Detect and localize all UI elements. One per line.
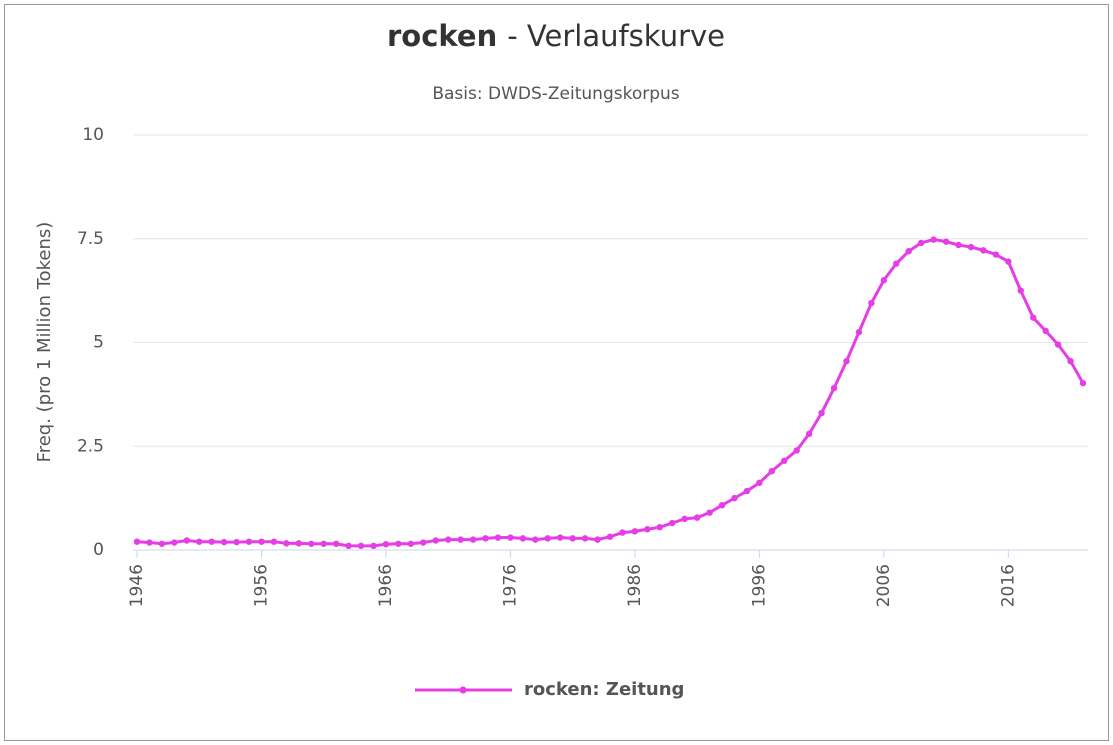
point xyxy=(830,384,838,392)
point xyxy=(1054,341,1062,348)
point xyxy=(992,251,1000,258)
point xyxy=(146,539,153,546)
point xyxy=(532,536,539,543)
point xyxy=(332,540,340,547)
point xyxy=(407,540,415,547)
y-tick-label: 2.5 xyxy=(77,436,104,456)
point xyxy=(233,538,240,546)
x-tick-label: 1946 xyxy=(127,564,147,607)
point xyxy=(320,540,327,547)
point xyxy=(706,509,713,516)
point xyxy=(681,515,688,523)
point xyxy=(631,528,639,535)
point xyxy=(955,241,962,249)
x-tick-label: 1966 xyxy=(376,564,396,607)
point xyxy=(494,534,502,541)
point xyxy=(569,535,576,542)
point xyxy=(444,536,452,543)
point xyxy=(1030,314,1037,321)
x-tick-label: 1986 xyxy=(625,564,645,607)
point xyxy=(818,409,825,417)
point xyxy=(594,536,601,543)
point xyxy=(1005,258,1012,265)
frame xyxy=(4,4,1109,741)
point xyxy=(793,447,800,454)
point xyxy=(395,540,402,547)
legend-label: rocken: Zeitung xyxy=(524,679,684,700)
point xyxy=(905,248,912,255)
point xyxy=(942,238,950,245)
point xyxy=(893,260,900,267)
point xyxy=(420,539,427,546)
point xyxy=(183,537,190,544)
point xyxy=(382,540,390,548)
point xyxy=(656,523,663,531)
point xyxy=(469,536,477,543)
point xyxy=(644,526,651,533)
point xyxy=(619,529,626,536)
point xyxy=(1017,287,1024,294)
title-term: rocken xyxy=(387,19,497,53)
point xyxy=(258,538,265,545)
y-tick-label: 10 xyxy=(82,125,104,145)
point xyxy=(133,538,141,545)
point xyxy=(457,536,464,543)
point xyxy=(718,501,726,509)
point xyxy=(519,535,527,542)
point xyxy=(606,533,614,540)
x-tick-label: 1956 xyxy=(251,564,271,607)
point xyxy=(171,539,178,546)
point xyxy=(781,457,788,464)
point xyxy=(768,467,776,475)
point xyxy=(283,540,290,547)
x-tick-label: 1996 xyxy=(749,564,769,607)
point xyxy=(805,430,813,437)
point xyxy=(295,540,303,547)
point xyxy=(1067,357,1074,365)
point xyxy=(557,534,564,541)
x-tick-label: 2016 xyxy=(998,564,1018,607)
point xyxy=(245,538,253,545)
point xyxy=(930,236,937,243)
chart-subtitle: Basis: DWDS-Zeitungskorpus xyxy=(432,84,679,104)
point xyxy=(669,519,676,527)
title-rest: - Verlaufskurve xyxy=(507,19,725,53)
point xyxy=(731,494,738,502)
point xyxy=(693,514,701,521)
point xyxy=(855,328,863,336)
point xyxy=(308,540,315,547)
y-axis-title: Freq. (pro 1 Million Tokens) xyxy=(34,222,55,463)
point xyxy=(967,243,975,251)
point xyxy=(743,487,751,495)
y-tick-label: 0 xyxy=(93,540,104,560)
legend-marker xyxy=(459,686,467,694)
point xyxy=(880,277,888,284)
point xyxy=(270,538,278,545)
point xyxy=(432,537,439,544)
point xyxy=(482,535,489,542)
point xyxy=(196,538,203,545)
point xyxy=(208,538,215,545)
chart-title: rocken - Verlaufskurve xyxy=(387,19,725,53)
y-tick-label: 5 xyxy=(93,333,104,353)
point xyxy=(158,540,166,547)
x-tick-label: 1976 xyxy=(500,564,520,607)
x-tick-label: 2006 xyxy=(874,564,894,607)
point xyxy=(544,535,551,542)
point xyxy=(843,357,850,365)
y-tick-label: 7.5 xyxy=(77,229,104,249)
point xyxy=(1079,379,1087,387)
point xyxy=(756,479,763,486)
point xyxy=(917,239,925,247)
point xyxy=(220,538,228,546)
point xyxy=(868,299,875,307)
point xyxy=(1042,327,1049,335)
point xyxy=(581,535,589,542)
point xyxy=(357,542,365,550)
point xyxy=(345,542,352,550)
point xyxy=(980,247,987,254)
point xyxy=(370,542,377,550)
point xyxy=(507,534,514,541)
